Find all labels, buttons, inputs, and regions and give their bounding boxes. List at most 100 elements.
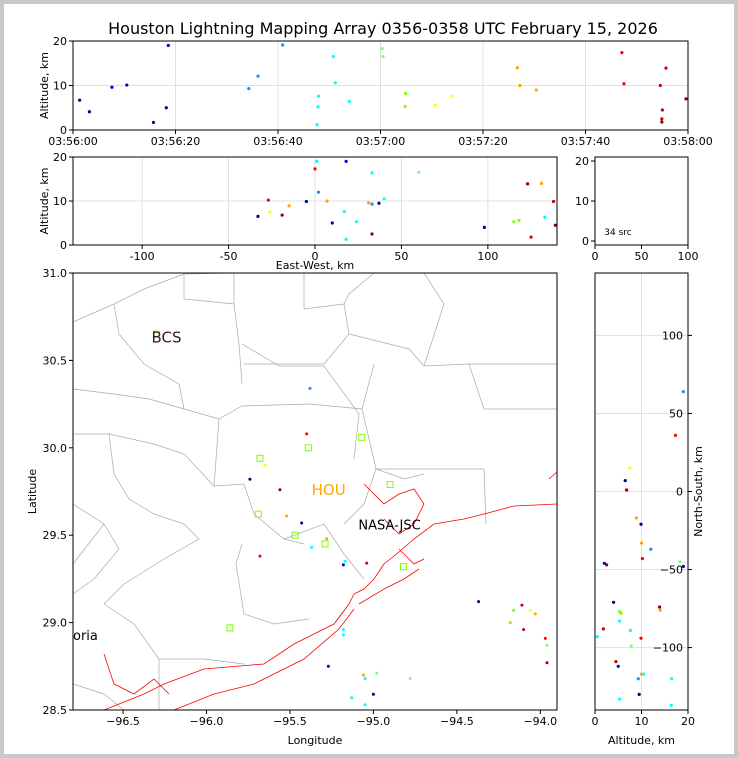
x-tick-label: 50 [394,250,408,263]
y-tick-label: 50 [669,407,683,420]
source-point [634,516,638,520]
x-tick-label: 100 [477,250,498,263]
source-point [601,627,605,631]
points-layer [595,390,685,707]
source-point [310,545,314,549]
source-point [366,201,371,205]
county-boundary [73,273,235,323]
source-point [543,636,547,640]
source-point [268,210,272,214]
source-point [325,537,329,541]
y-tick-label: 10 [575,195,589,208]
x-tick-label: 03:57:20 [458,135,507,148]
y-tick-label: 100 [662,329,683,342]
source-point [625,488,629,492]
y-tick-label: 29.0 [43,617,68,630]
source-point [344,237,348,241]
y-tick-label: 30.5 [43,354,68,367]
county-boundary [213,418,220,487]
source-point [371,692,375,696]
source-point [347,99,351,104]
ew_height-panel: -100 -50 0 50 100 0 10 20 East-West, km Altitude,… [38,151,558,272]
coastline [398,548,425,565]
source-point [526,182,530,186]
county-boundary [73,503,120,595]
y-axis-label: Altitude, km [38,167,51,234]
source-point [508,621,512,625]
source-point [382,197,386,201]
county-boundary [361,363,375,410]
county-boundary [483,468,487,525]
x-tick-label: -50 [220,250,238,263]
source-point [342,209,346,214]
source-point [533,612,537,616]
source-point [639,541,644,545]
x-tick-label: 03:57:40 [561,135,610,148]
y-tick-label: 0 [582,235,589,248]
station-marker [386,481,394,489]
source-point [110,85,114,89]
y-tick-label: 31.0 [43,267,68,280]
county-boundary [303,273,375,310]
source-point [343,559,347,563]
source-point [595,635,599,639]
source-point [639,636,643,640]
histogram-panel: 0 50 100 0 10 20 34 src [575,155,699,263]
source-point [612,600,616,604]
source-point [344,159,348,163]
x-tick-label: 0 [592,715,599,728]
source-point [517,218,521,222]
y-tick-label: 0 [60,239,67,252]
axes-frame [72,272,558,711]
time_height-panel: 03:56:00 03:56:20 03:56:40 03:57:00 03:57:20… [38,35,713,148]
source-point [304,199,308,204]
county-boundary [73,523,105,565]
source-point [639,522,643,526]
x-axis-label: Altitude, km [608,734,675,747]
source-point [477,600,481,604]
source-point [628,466,632,470]
source-point [316,94,321,98]
source-point [629,644,633,648]
station-marker [321,540,329,548]
x-tick-label: 50 [635,250,649,263]
county-boundary [183,274,243,385]
x-tick-label: −96.5 [106,715,140,728]
source-point [640,557,645,561]
source-point [684,97,688,101]
x-tick-label: 03:56:20 [151,135,200,148]
source-point [669,703,673,707]
county-boundary [348,333,485,410]
source-point [673,433,678,437]
source-point [616,664,620,668]
source-point [308,386,312,390]
source-point [341,628,345,632]
y-tick-label: 0 [676,486,683,499]
source-point [528,608,532,612]
y-tick-label: 10 [53,195,67,208]
station-marker [226,624,234,632]
source-point [377,201,381,205]
source-point [529,235,533,239]
source-point [660,108,664,112]
source-point [256,214,260,218]
source-point [404,91,408,96]
source-point [381,54,385,59]
source-point [315,123,319,127]
x-tick-label: −95.0 [357,715,391,728]
map-place-label: BCS [151,329,181,347]
source-point [602,561,606,565]
county-boundary [241,343,360,460]
source-point [361,673,365,677]
county-boundary [213,483,305,545]
y-tick-label: 28.5 [43,704,68,717]
y-tick-label: −100 [653,642,683,655]
source-point [678,560,682,564]
source-point [125,83,129,87]
source-point [370,232,374,236]
source-point [620,50,624,55]
source-point [313,167,317,171]
points-layer [78,43,688,127]
source-point [642,672,646,676]
x-tick-label: −96.0 [190,715,224,728]
